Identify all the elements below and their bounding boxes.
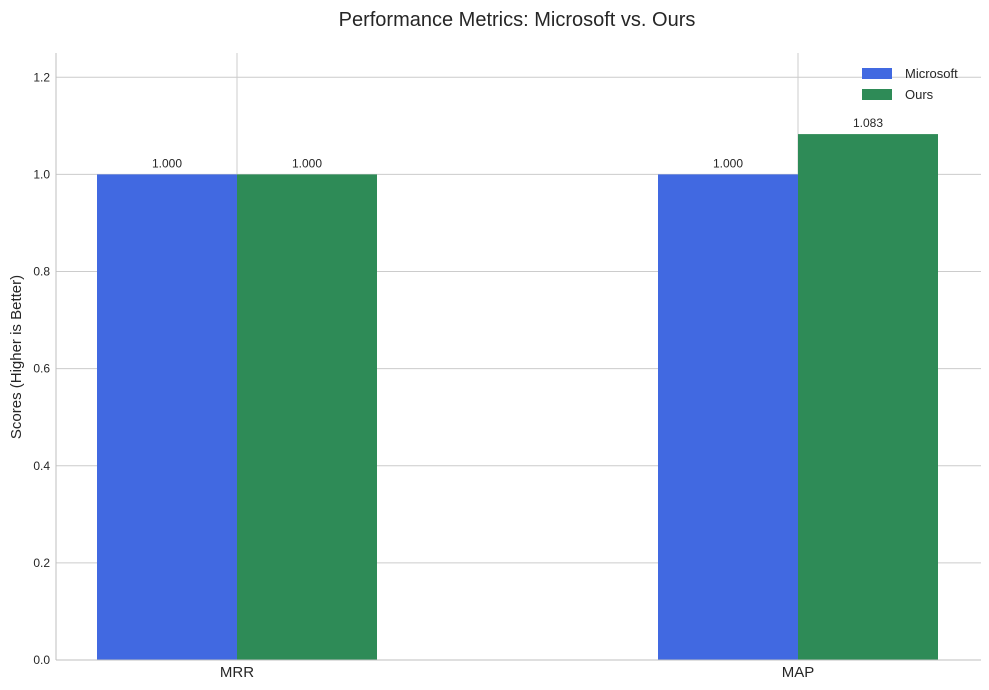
x-tick-label: MAP: [782, 664, 815, 681]
data-labels: 1.000 1.000 1.000 1.083: [152, 116, 883, 170]
legend-item: Microsoft: [862, 66, 958, 81]
legend-swatch: [862, 68, 892, 79]
data-label: 1.000: [713, 156, 743, 170]
y-tick-label: 0.8: [33, 265, 50, 279]
y-tick-labels: 0.0 0.2 0.4 0.6 0.8 1.0 1.2: [33, 70, 50, 667]
y-tick-label: 0.0: [33, 653, 50, 667]
legend-item: Ours: [862, 87, 934, 102]
bar-ours-mrr: [237, 174, 377, 660]
legend-swatch: [862, 89, 892, 100]
y-tick-label: 1.0: [33, 167, 50, 181]
bar-ours-map: [798, 134, 938, 660]
bar-microsoft-mrr: [97, 174, 237, 660]
x-tick-label: MRR: [220, 664, 254, 681]
y-axis-label: Scores (Higher is Better): [8, 275, 25, 439]
y-tick-label: 1.2: [33, 70, 50, 84]
bar-microsoft-map: [658, 174, 798, 660]
data-label: 1.000: [152, 156, 182, 170]
data-label: 1.000: [292, 156, 322, 170]
legend-label: Ours: [905, 87, 934, 102]
legend: Microsoft Ours: [862, 66, 958, 102]
y-tick-label: 0.4: [33, 459, 50, 473]
y-tick-label: 0.2: [33, 556, 50, 570]
y-tick-label: 0.6: [33, 362, 50, 376]
bars: [97, 134, 938, 660]
data-label: 1.083: [853, 116, 883, 130]
x-tick-labels: MRR MAP: [220, 664, 814, 681]
axes: [55, 53, 981, 661]
chart-title: Performance Metrics: Microsoft vs. Ours: [339, 9, 696, 31]
legend-label: Microsoft: [905, 66, 958, 81]
